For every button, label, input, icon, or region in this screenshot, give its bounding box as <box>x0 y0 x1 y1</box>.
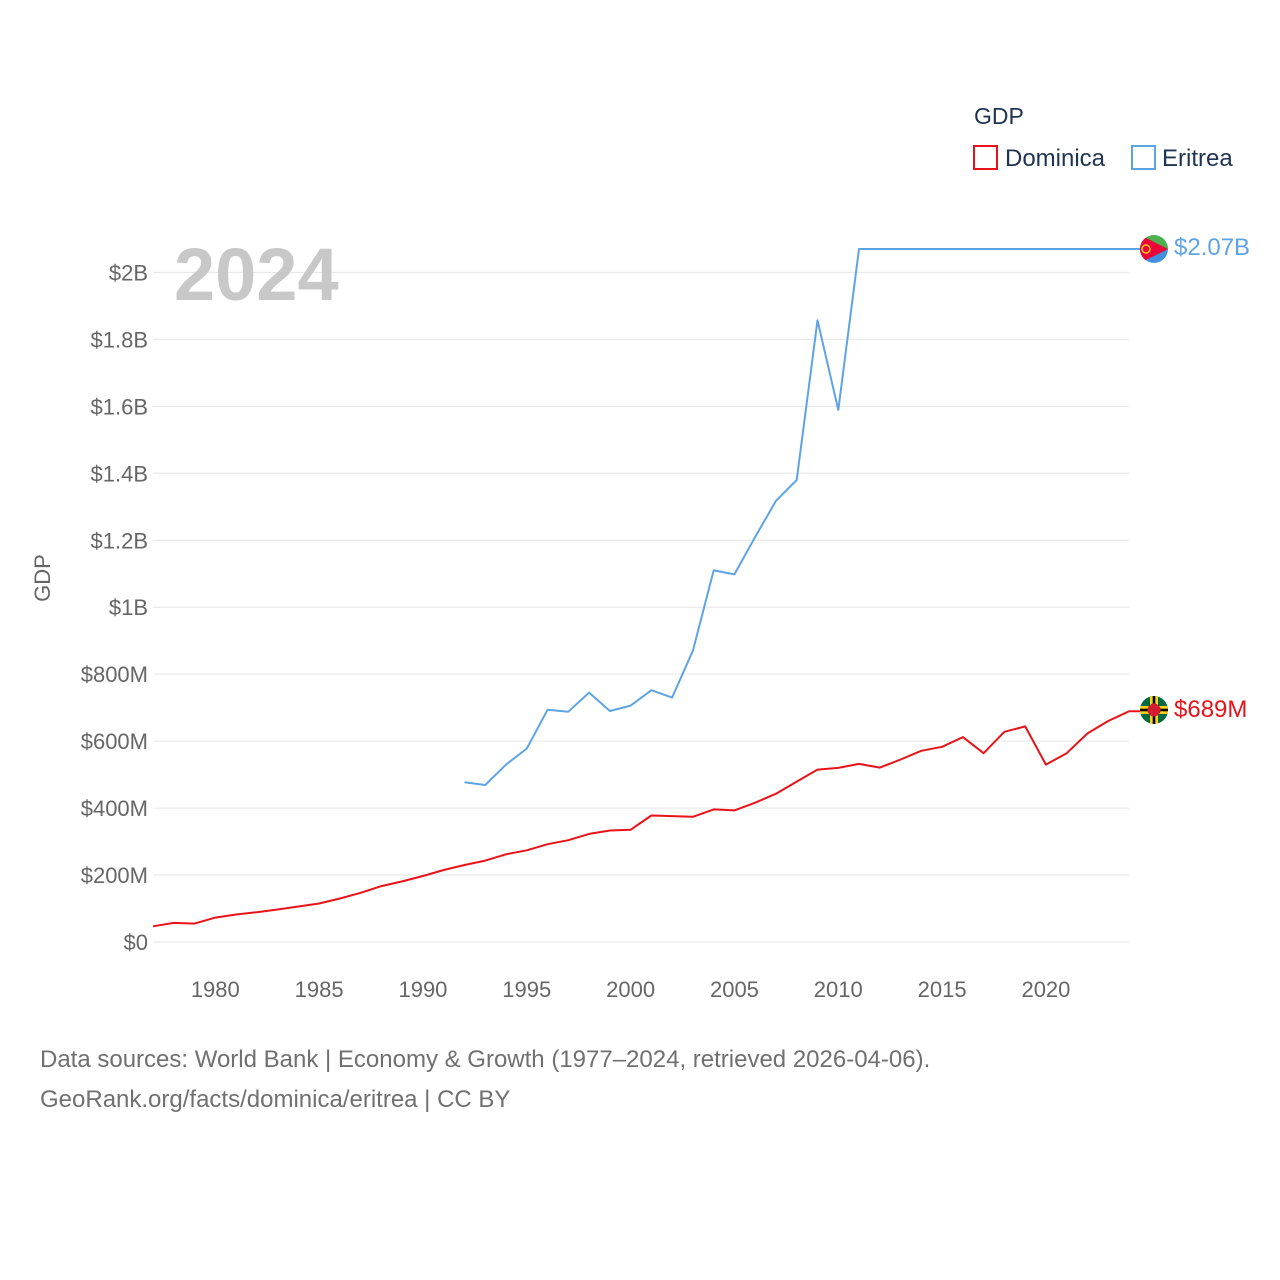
legend-label-dominica[interactable]: Dominica <box>1005 145 1106 172</box>
legend[interactable]: GDP Dominica Eritrea <box>973 103 1233 172</box>
y-axis-label: GDP <box>30 554 55 602</box>
year-label: 2024 <box>174 233 339 316</box>
dominica-flag-icon <box>1140 696 1168 724</box>
legend-title: GDP <box>974 103 1024 129</box>
y-tick-label: $200M <box>81 863 148 888</box>
y-tick-label: $2B <box>109 260 148 285</box>
x-tick-label: 1995 <box>502 977 551 1002</box>
eritrea-flag-icon <box>1140 235 1168 263</box>
y-tick-label: $1.8B <box>91 327 149 352</box>
series-lines <box>152 248 1141 928</box>
x-tick-label: 1990 <box>398 977 447 1002</box>
legend-label-eritrea[interactable]: Eritrea <box>1162 145 1233 172</box>
x-tick-label: 2005 <box>710 977 759 1002</box>
source-line: Data sources: World Bank | Economy & Gro… <box>40 1046 931 1073</box>
y-axis-ticks: $0 $200M $400M $600M $800M $1B $1.2B $1.4B $1.6B… <box>81 260 148 955</box>
series-line-eritrea[interactable] <box>464 248 1141 786</box>
x-tick-label: 1985 <box>295 977 344 1002</box>
x-tick-label: 2015 <box>918 977 967 1002</box>
x-axis-ticks: 1980 1985 1990 1995 2000 2005 2010 2015 2020 <box>191 977 1071 1002</box>
attribution-link[interactable]: GeoRank.org/facts/dominica/eritrea | CC … <box>40 1086 511 1113</box>
x-tick-label: 2000 <box>606 977 655 1002</box>
y-tick-label: $1.2B <box>91 528 149 553</box>
end-label-eritrea: $2.07B <box>1174 234 1250 261</box>
y-tick-label: $800M <box>81 662 148 687</box>
legend-swatch-dominica[interactable] <box>973 145 998 170</box>
end-label-dominica: $689M <box>1174 696 1247 723</box>
series-line-dominica[interactable] <box>152 710 1140 928</box>
y-tick-label: $400M <box>81 796 148 821</box>
x-tick-label: 1980 <box>191 977 240 1002</box>
x-tick-label: 2020 <box>1021 977 1070 1002</box>
y-tick-label: $0 <box>124 930 148 955</box>
x-tick-label: 2010 <box>814 977 863 1002</box>
gdp-line-chart: $0 $200M $400M $600M $800M $1B $1.2B $1.4B $1.6B… <box>30 103 1250 1002</box>
grid-lines <box>153 271 1129 943</box>
y-tick-label: $1B <box>109 595 148 620</box>
end-markers: $2.07B $689M <box>1140 234 1250 724</box>
y-tick-label: $600M <box>81 729 148 754</box>
legend-swatch-eritrea[interactable] <box>1131 145 1156 170</box>
y-tick-label: $1.6B <box>91 394 149 419</box>
y-tick-label: $1.4B <box>91 461 149 486</box>
data-source-footer: Data sources: World Bank | Economy & Gro… <box>40 1040 1240 1120</box>
